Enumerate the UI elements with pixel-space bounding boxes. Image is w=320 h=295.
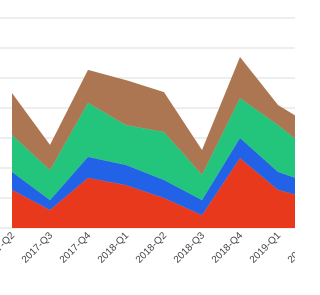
x-tick-label: 2019-Q2 (286, 230, 295, 266)
x-tick-label: 2018-Q2 (134, 230, 170, 266)
area (12, 138, 295, 216)
x-tick-label: 2018-Q3 (172, 230, 208, 266)
x-tick-label: 2018-Q4 (210, 230, 246, 266)
area (12, 57, 295, 175)
x-tick-label: 2017-Q2 (0, 230, 17, 266)
area (12, 158, 295, 228)
area (12, 98, 295, 201)
x-tick-label: 2017-Q3 (20, 230, 56, 266)
x-tick-label: 2019-Q1 (248, 230, 284, 266)
x-tick-label: 2017-Q4 (58, 230, 94, 266)
x-tick-label: 2018-Q1 (96, 230, 132, 266)
chart: 2017-Q2 2017-Q3 2017-Q4 2018-Q1 2018-Q2 2018-… (0, 17, 295, 266)
